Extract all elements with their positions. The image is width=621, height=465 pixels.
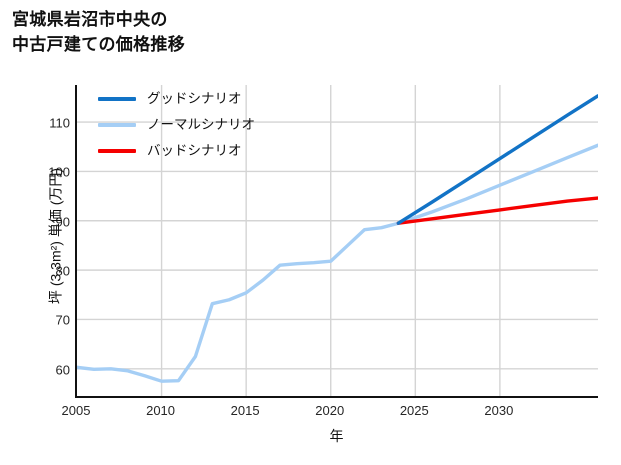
legend-item[interactable]: ノーマルシナリオ xyxy=(98,117,255,133)
x-tick-label: 2015 xyxy=(230,403,260,418)
series-line-bad xyxy=(396,196,598,225)
y-tick-label: 110 xyxy=(49,115,70,131)
legend-label: グッドシナリオ xyxy=(147,91,242,107)
legend-color-swatch xyxy=(98,97,136,101)
legend-label: ノーマルシナリオ xyxy=(147,117,255,133)
x-tick-label: 2025 xyxy=(399,403,429,418)
y-tick-label: 80 xyxy=(55,263,70,279)
plot-area xyxy=(75,85,598,398)
y-tick-label: 70 xyxy=(55,312,70,328)
legend-item[interactable]: バッドシナリオ xyxy=(98,143,255,159)
y-tick-label: 100 xyxy=(48,164,70,180)
chart-legend: グッドシナリオ ノーマルシナリオ バッドシナリオ xyxy=(98,91,255,159)
series-line-normal xyxy=(77,143,598,383)
plot-svg xyxy=(77,85,598,396)
legend-color-swatch xyxy=(98,123,136,127)
x-axis-tick-labels: 2005 2010 2015 2020 2025 2030 xyxy=(62,403,598,424)
x-tick-label: 2030 xyxy=(484,403,514,418)
x-tick-label: 2005 xyxy=(61,403,91,418)
legend-color-swatch xyxy=(98,149,136,153)
chart-title: 宮城県岩沼市中央の 中古戸建ての価格推移 xyxy=(12,10,185,54)
y-tick-label: 90 xyxy=(55,214,70,230)
series-line-good xyxy=(396,94,598,225)
x-tick-label: 2020 xyxy=(315,403,345,418)
y-axis-title: 坪 (3.3m²) 単価 (万円) xyxy=(47,167,64,305)
x-axis-title: 年 xyxy=(329,428,344,444)
legend-label: バッドシナリオ xyxy=(147,143,242,159)
x-tick-label: 2010 xyxy=(146,403,176,418)
legend-item[interactable]: グッドシナリオ xyxy=(98,91,255,107)
y-axis-tick-labels: 60 70 80 90 100 110 xyxy=(25,85,70,398)
y-tick-label: 60 xyxy=(55,362,70,378)
